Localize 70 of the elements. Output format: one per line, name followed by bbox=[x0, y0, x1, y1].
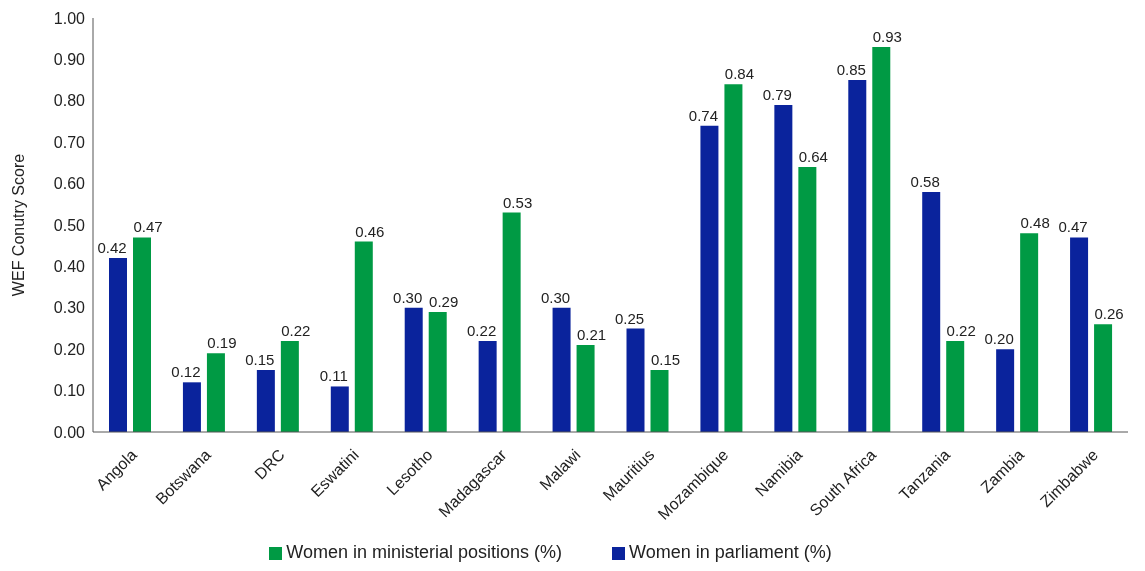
data-label: 0.25 bbox=[614, 309, 645, 327]
bar bbox=[724, 84, 743, 432]
bar bbox=[922, 191, 941, 432]
bar bbox=[872, 46, 891, 432]
data-label: 0.58 bbox=[910, 172, 940, 190]
y-axis-title: WEF Conutry Score bbox=[9, 153, 27, 297]
bar bbox=[478, 340, 497, 432]
data-label: 0.22 bbox=[281, 321, 311, 339]
data-label: 0.84 bbox=[724, 65, 755, 83]
y-tick-label: 1.00 bbox=[53, 9, 86, 27]
y-tick-label: 0.20 bbox=[53, 340, 86, 358]
data-label: 0.42 bbox=[97, 239, 127, 257]
bar bbox=[626, 328, 645, 432]
bar bbox=[1070, 237, 1089, 432]
data-label: 0.29 bbox=[429, 292, 459, 310]
data-label: 0.79 bbox=[762, 85, 792, 103]
y-tick-label: 0.50 bbox=[53, 216, 86, 234]
bar bbox=[428, 311, 447, 432]
bar bbox=[502, 212, 521, 432]
bar bbox=[848, 80, 867, 432]
bar bbox=[576, 345, 595, 432]
legend-label: Women in ministerial positions (%) bbox=[286, 542, 562, 562]
bar bbox=[946, 340, 965, 432]
bar bbox=[700, 125, 719, 432]
data-label: 0.20 bbox=[984, 330, 1014, 348]
bar bbox=[330, 386, 349, 432]
bar bbox=[182, 382, 201, 432]
y-tick-label: 0.10 bbox=[53, 382, 86, 400]
y-tick-label: 0.30 bbox=[53, 299, 86, 317]
data-label: 0.21 bbox=[576, 326, 607, 344]
data-label: 0.93 bbox=[872, 27, 902, 45]
bar bbox=[280, 340, 299, 432]
data-label: 0.11 bbox=[319, 367, 348, 385]
bar bbox=[133, 237, 151, 432]
bar bbox=[109, 258, 127, 432]
y-tick-label: 0.60 bbox=[53, 175, 86, 193]
data-label: 0.19 bbox=[207, 334, 237, 352]
data-label: 0.22 bbox=[946, 321, 976, 339]
bar bbox=[206, 353, 225, 432]
data-label: 0.22 bbox=[467, 321, 497, 339]
data-label: 0.15 bbox=[650, 350, 681, 368]
y-tick-label: 0.80 bbox=[53, 92, 86, 110]
data-label: 0.15 bbox=[245, 350, 275, 368]
data-label: 0.47 bbox=[1058, 218, 1088, 236]
data-label: 0.47 bbox=[133, 218, 163, 236]
bar bbox=[404, 307, 423, 432]
bar bbox=[1020, 233, 1039, 432]
bar bbox=[1094, 324, 1113, 432]
bar bbox=[774, 104, 793, 432]
data-label: 0.26 bbox=[1094, 305, 1124, 323]
bar bbox=[256, 369, 275, 432]
data-label: 0.30 bbox=[393, 288, 423, 306]
y-tick-label: 0.90 bbox=[53, 51, 86, 69]
data-label: 0.12 bbox=[171, 363, 201, 381]
data-label: 0.30 bbox=[540, 288, 571, 306]
bar bbox=[996, 349, 1015, 432]
data-label: 0.85 bbox=[836, 61, 866, 79]
legend-label: Women in parliament (%) bbox=[629, 542, 832, 562]
data-label: 0.46 bbox=[355, 222, 385, 240]
data-label: 0.53 bbox=[503, 193, 533, 211]
bar bbox=[354, 241, 373, 432]
y-tick-label: 0.70 bbox=[53, 133, 86, 151]
data-label: 0.48 bbox=[1020, 214, 1050, 232]
bar bbox=[650, 369, 669, 432]
bar bbox=[552, 307, 571, 432]
y-tick-label: 0.00 bbox=[53, 423, 86, 441]
y-tick-label: 0.40 bbox=[53, 258, 86, 276]
bar bbox=[798, 167, 817, 432]
data-label: 0.64 bbox=[798, 148, 828, 166]
data-label: 0.74 bbox=[688, 106, 719, 124]
